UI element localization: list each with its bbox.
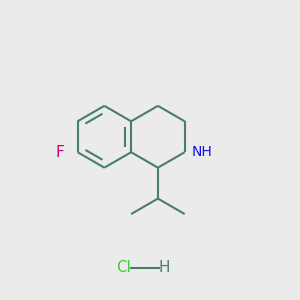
Text: Cl: Cl [116,260,131,275]
Text: F: F [56,145,64,160]
Text: NH: NH [192,145,213,159]
Text: H: H [159,260,170,275]
